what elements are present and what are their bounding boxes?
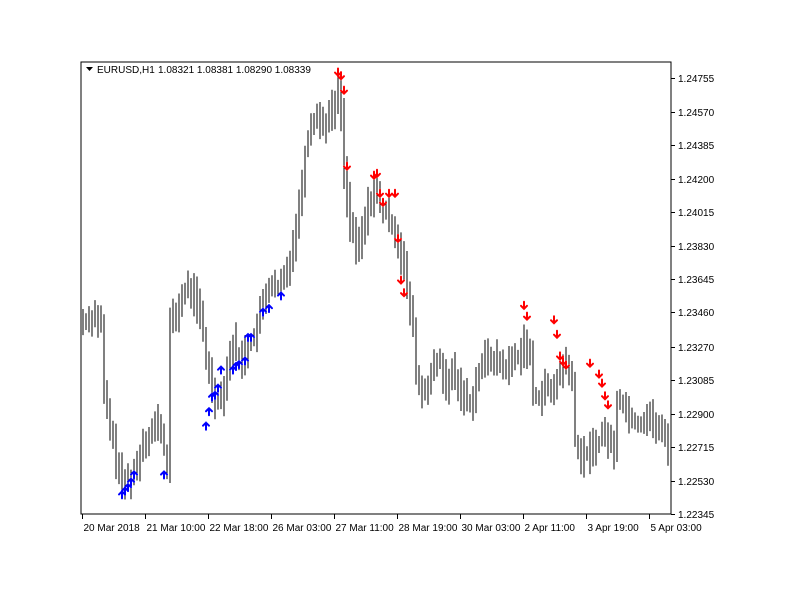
ohlc-readout: 1.08321 1.08381 1.08290 1.08339 bbox=[158, 65, 311, 76]
chart-header: EURUSD,H1 1.08321 1.08381 1.08290 1.0833… bbox=[86, 65, 311, 76]
buy-arrow-icon bbox=[127, 477, 135, 487]
price-tick-label: 1.24570 bbox=[678, 108, 715, 119]
time-tick-label: 20 Mar 2018 bbox=[84, 523, 141, 534]
buy-arrow-icon bbox=[211, 390, 219, 400]
buy-arrow-icon bbox=[202, 421, 210, 431]
price-tick-label: 1.22530 bbox=[678, 477, 715, 488]
price-tick-label: 1.24755 bbox=[678, 74, 715, 85]
sell-arrow-icon bbox=[598, 378, 606, 388]
time-tick-label: 5 Apr 03:00 bbox=[651, 523, 703, 534]
sell-arrow-icon bbox=[553, 329, 561, 340]
buy-arrow-icon bbox=[205, 406, 213, 417]
sell-arrow-icon bbox=[520, 300, 528, 311]
time-tick-label: 3 Apr 19:00 bbox=[588, 523, 640, 534]
sell-arrow-icon bbox=[400, 288, 408, 298]
sell-arrow-icon bbox=[373, 168, 381, 179]
price-tick-label: 1.24015 bbox=[678, 208, 715, 219]
sell-arrow-icon bbox=[595, 369, 603, 379]
buy-arrow-icon bbox=[130, 470, 138, 480]
buy-arrow-icon bbox=[265, 303, 273, 314]
buy-arrow-icon bbox=[241, 356, 249, 366]
price-tick-label: 1.23830 bbox=[678, 242, 715, 253]
sell-arrow-icon bbox=[379, 197, 387, 208]
time-axis: 20 Mar 2018 21 Mar 10:00 22 Mar 18:00 26 Ma… bbox=[82, 514, 703, 534]
sell-arrow-icon bbox=[385, 188, 393, 199]
sell-arrow-icon bbox=[343, 161, 351, 171]
sell-arrow-icon bbox=[394, 233, 402, 244]
sell-arrow-icon bbox=[397, 275, 405, 285]
buy-arrow-icon bbox=[277, 291, 285, 301]
buy-arrow-icon bbox=[259, 307, 267, 317]
buy-arrow-icon bbox=[217, 365, 225, 375]
price-tick-label: 1.24200 bbox=[678, 175, 715, 186]
buy-arrow-icon bbox=[247, 332, 255, 343]
price-tick-label: 1.23460 bbox=[678, 308, 715, 319]
sell-arrow-icon bbox=[376, 188, 384, 199]
sell-arrow-icon bbox=[562, 360, 570, 370]
time-tick-label: 26 Mar 03:00 bbox=[273, 523, 332, 534]
sell-arrow-icon bbox=[550, 315, 558, 325]
price-tick-label: 1.22900 bbox=[678, 410, 715, 421]
sell-arrow-icon bbox=[391, 188, 399, 199]
buy-signal-arrows bbox=[118, 291, 285, 500]
sell-signal-arrows bbox=[334, 67, 612, 410]
price-tick-label: 1.23270 bbox=[678, 343, 715, 354]
time-tick-label: 28 Mar 19:00 bbox=[399, 523, 458, 534]
buy-arrow-icon bbox=[214, 383, 222, 393]
buy-arrow-icon bbox=[124, 482, 132, 493]
symbol-dropdown-icon[interactable] bbox=[86, 67, 93, 71]
sell-arrow-icon bbox=[523, 311, 531, 322]
plot-frame bbox=[80, 61, 672, 515]
sell-arrow-icon bbox=[556, 351, 564, 361]
price-tick-label: 1.23645 bbox=[678, 275, 715, 286]
sell-arrow-icon bbox=[601, 391, 609, 401]
time-tick-label: 2 Apr 11:00 bbox=[525, 523, 576, 534]
price-tick-label: 1.22345 bbox=[678, 510, 715, 521]
time-tick-label: 21 Mar 10:00 bbox=[147, 523, 206, 534]
time-tick-label: 27 Mar 11:00 bbox=[336, 523, 395, 534]
price-tick-label: 1.23085 bbox=[678, 376, 715, 387]
sell-arrow-icon bbox=[604, 400, 612, 410]
time-tick-label: 22 Mar 18:00 bbox=[210, 523, 269, 534]
price-tick-label: 1.24385 bbox=[678, 141, 715, 152]
buy-arrow-icon bbox=[235, 359, 243, 370]
sell-arrow-icon bbox=[586, 358, 594, 369]
ohlc-bars bbox=[82, 69, 672, 500]
buy-arrow-icon bbox=[160, 470, 168, 480]
time-tick-label: 30 Mar 03:00 bbox=[462, 523, 521, 534]
price-axis: 1.24755 1.24570 1.24385 1.24200 1.24015 1.238… bbox=[671, 74, 715, 521]
price-tick-label: 1.22715 bbox=[678, 443, 715, 454]
sell-arrow-icon bbox=[340, 85, 348, 96]
symbol-label: EURUSD,H1 bbox=[97, 65, 155, 76]
sell-arrow-icon bbox=[337, 71, 345, 81]
